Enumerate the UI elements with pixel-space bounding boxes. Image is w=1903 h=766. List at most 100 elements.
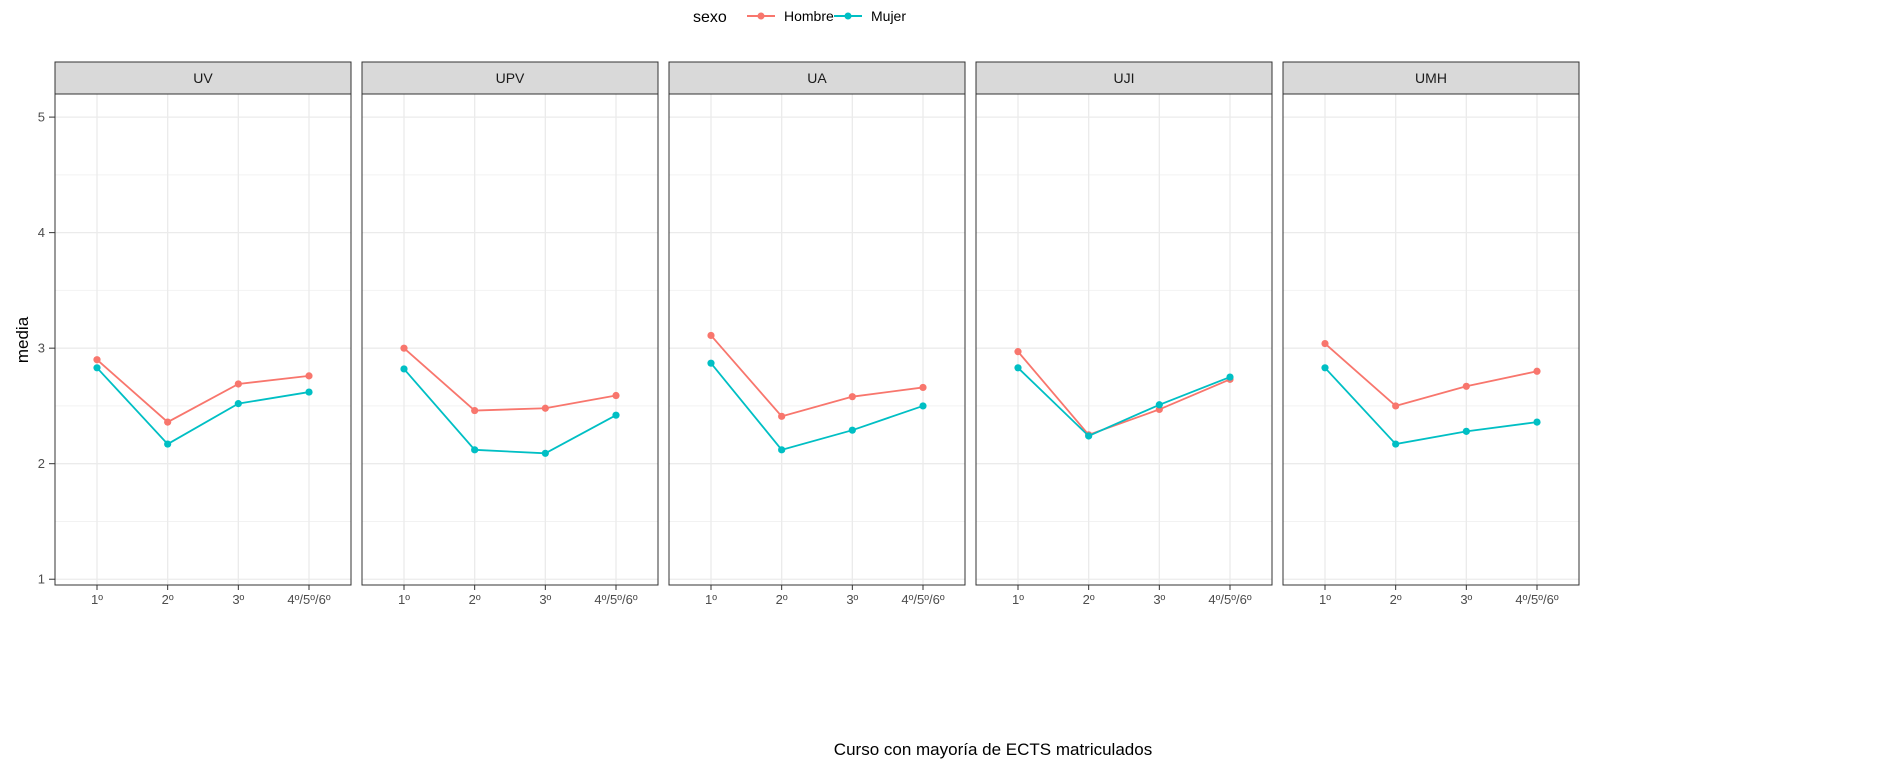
data-point-hombre xyxy=(541,404,549,412)
panel-strip-label: UA xyxy=(807,70,827,86)
series-line-hombre xyxy=(1017,351,1231,436)
data-point-mujer xyxy=(1533,418,1541,426)
panel-uv: UV 1º 2º 3º 4º/5º/6º xyxy=(54,61,352,607)
x-tick-label: 3º xyxy=(846,592,858,607)
plot-area xyxy=(55,94,351,585)
legend-item-hombre: Hombre xyxy=(747,8,834,24)
data-point-mujer xyxy=(1085,432,1093,440)
data-point-hombre xyxy=(778,412,786,420)
data-point-mujer xyxy=(778,446,786,454)
data-point-mujer xyxy=(1321,364,1329,372)
panel-strip-label: UV xyxy=(193,70,213,86)
legend: sexo Hombre Mujer xyxy=(693,8,906,26)
data-point-hombre xyxy=(612,391,620,400)
x-tick-label: 1º xyxy=(91,592,103,607)
panel-umh: UMH 1º 2º 3º 4º/5º/6º xyxy=(1282,61,1580,607)
data-point-hombre xyxy=(1533,367,1541,375)
x-tick-label: 2º xyxy=(776,592,788,607)
x-tick-label: 1º xyxy=(398,592,410,607)
y-tick-label: 5 xyxy=(38,110,45,125)
x-tick-label: 4º/5º/6º xyxy=(287,592,330,607)
series-line-mujer xyxy=(403,368,617,455)
data-point-hombre xyxy=(164,418,172,426)
y-tick-label: 4 xyxy=(38,225,45,240)
data-point-mujer xyxy=(707,359,715,367)
data-point-mujer xyxy=(848,426,856,434)
data-point-mujer xyxy=(1462,427,1470,435)
panel-strip xyxy=(1282,61,1580,95)
x-tick-label: 4º/5º/6º xyxy=(594,592,637,607)
x-tick-label: 1º xyxy=(1012,592,1024,607)
panel-uji: UJI 1º 2º 3º 4º/5º/6º xyxy=(975,61,1273,607)
data-point-hombre xyxy=(1321,339,1329,348)
data-point-hombre xyxy=(471,406,479,415)
panels: UV 1º 2º 3º 4º/5º/6º UPV 1º 2º 3º 4º/5º/6º UA 1º 2º 3… xyxy=(54,61,1580,607)
data-point-hombre xyxy=(400,344,408,352)
data-point-hombre xyxy=(305,372,313,380)
y-tick-label: 2 xyxy=(38,456,45,471)
series-line-mujer xyxy=(1324,367,1538,446)
data-point-hombre xyxy=(1392,402,1400,410)
panel-border xyxy=(54,93,352,586)
series-line-mujer xyxy=(710,362,924,451)
data-point-hombre xyxy=(848,393,856,401)
legend-key-point xyxy=(757,12,765,20)
series-line-hombre xyxy=(710,334,924,418)
data-point-mujer xyxy=(305,388,313,396)
y-axis: 1 2 3 4 5 xyxy=(38,110,55,587)
x-tick-label: 3º xyxy=(1153,592,1165,607)
plot-area xyxy=(976,94,1272,585)
y-axis-title: media xyxy=(13,316,32,363)
panel-strip xyxy=(975,61,1273,95)
data-point-hombre xyxy=(707,331,715,340)
x-tick-label: 1º xyxy=(705,592,717,607)
panel-strip xyxy=(668,61,966,95)
x-tick-label: 3º xyxy=(232,592,244,607)
x-tick-label: 4º/5º/6º xyxy=(1208,592,1251,607)
x-tick-label: 2º xyxy=(469,592,481,607)
panel-strip xyxy=(361,61,659,95)
data-point-mujer xyxy=(471,446,479,454)
series-line-mujer xyxy=(1017,367,1231,438)
data-point-mujer xyxy=(541,449,549,457)
y-tick-label: 3 xyxy=(38,341,45,356)
legend-title: sexo xyxy=(693,9,727,26)
plot-area xyxy=(362,94,658,585)
data-point-mujer xyxy=(93,364,101,372)
data-point-mujer xyxy=(1155,401,1163,409)
x-tick-label: 3º xyxy=(539,592,551,607)
panel-strip-label: UJI xyxy=(1114,70,1135,86)
panel-border xyxy=(361,93,659,586)
data-point-hombre xyxy=(919,383,927,392)
data-point-mujer xyxy=(1392,440,1400,448)
x-tick-label: 2º xyxy=(1083,592,1095,607)
x-tick-label: 4º/5º/6º xyxy=(1515,592,1558,607)
data-point-mujer xyxy=(164,440,172,448)
panel-strip-label: UMH xyxy=(1415,70,1447,86)
series-line-hombre xyxy=(1324,342,1538,407)
panel-border xyxy=(1282,93,1580,586)
data-point-mujer xyxy=(1014,364,1022,372)
legend-item-mujer: Mujer xyxy=(834,8,906,24)
x-axis-title: Curso con mayoría de ECTS matriculados xyxy=(834,740,1152,759)
panel-border xyxy=(975,93,1273,586)
series-line-mujer xyxy=(96,367,310,446)
data-point-hombre xyxy=(93,356,101,364)
data-point-mujer xyxy=(919,402,927,410)
x-tick-label: 3º xyxy=(1460,592,1472,607)
plot-area xyxy=(1283,94,1579,585)
data-point-mujer xyxy=(612,411,620,419)
x-tick-label: 2º xyxy=(1390,592,1402,607)
legend-key-point xyxy=(844,12,852,20)
series-line-hombre xyxy=(403,347,617,412)
legend-label: Hombre xyxy=(784,8,834,24)
x-tick-label: 2º xyxy=(162,592,174,607)
series-line-hombre xyxy=(96,359,310,424)
data-point-mujer xyxy=(1226,373,1234,381)
panel-ua: UA 1º 2º 3º 4º/5º/6º xyxy=(668,61,966,607)
x-tick-label: 4º/5º/6º xyxy=(901,592,944,607)
panel-border xyxy=(668,93,966,586)
x-tick-label: 1º xyxy=(1319,592,1331,607)
panel-strip-label: UPV xyxy=(496,70,525,86)
data-point-hombre xyxy=(1462,382,1470,390)
